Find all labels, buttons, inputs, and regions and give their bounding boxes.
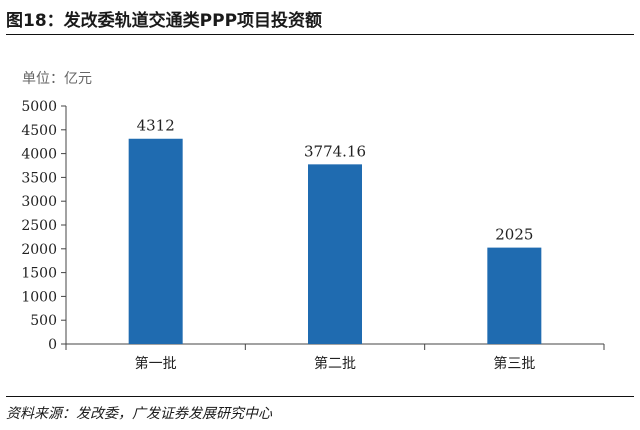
y-tick-label: 2500 bbox=[21, 218, 57, 234]
bar bbox=[487, 247, 542, 344]
y-tick-label: 1000 bbox=[21, 289, 57, 305]
y-tick-label: 3000 bbox=[21, 194, 57, 210]
y-tick-label: 1500 bbox=[21, 266, 57, 282]
y-tick-label: 4000 bbox=[21, 147, 57, 163]
y-tick-label: 5000 bbox=[21, 99, 57, 115]
title-rule bbox=[6, 34, 634, 35]
y-tick-label: 3500 bbox=[21, 170, 57, 186]
y-tick-label: 0 bbox=[48, 337, 57, 353]
x-category-label: 第一批 bbox=[135, 355, 177, 372]
figure-title: 图18：发改委轨道交通类PPP项目投资额 bbox=[6, 11, 323, 31]
y-tick-label: 4500 bbox=[21, 123, 57, 139]
bar bbox=[308, 164, 362, 344]
y-tick-label: 2000 bbox=[21, 242, 57, 258]
y-tick-label: 500 bbox=[30, 313, 57, 329]
x-category-label: 第三批 bbox=[493, 355, 535, 372]
bar-data-label: 2025 bbox=[495, 226, 533, 244]
bar-data-label: 3774.16 bbox=[304, 142, 366, 160]
x-category-label: 第二批 bbox=[314, 355, 356, 372]
source-note: 资料来源：发改委，广发证券发展研究中心 bbox=[6, 406, 272, 422]
unit-label: 单位：亿元 bbox=[22, 71, 92, 87]
bar bbox=[128, 138, 183, 344]
source-rule bbox=[6, 396, 634, 397]
bar-data-label: 4312 bbox=[137, 117, 175, 135]
